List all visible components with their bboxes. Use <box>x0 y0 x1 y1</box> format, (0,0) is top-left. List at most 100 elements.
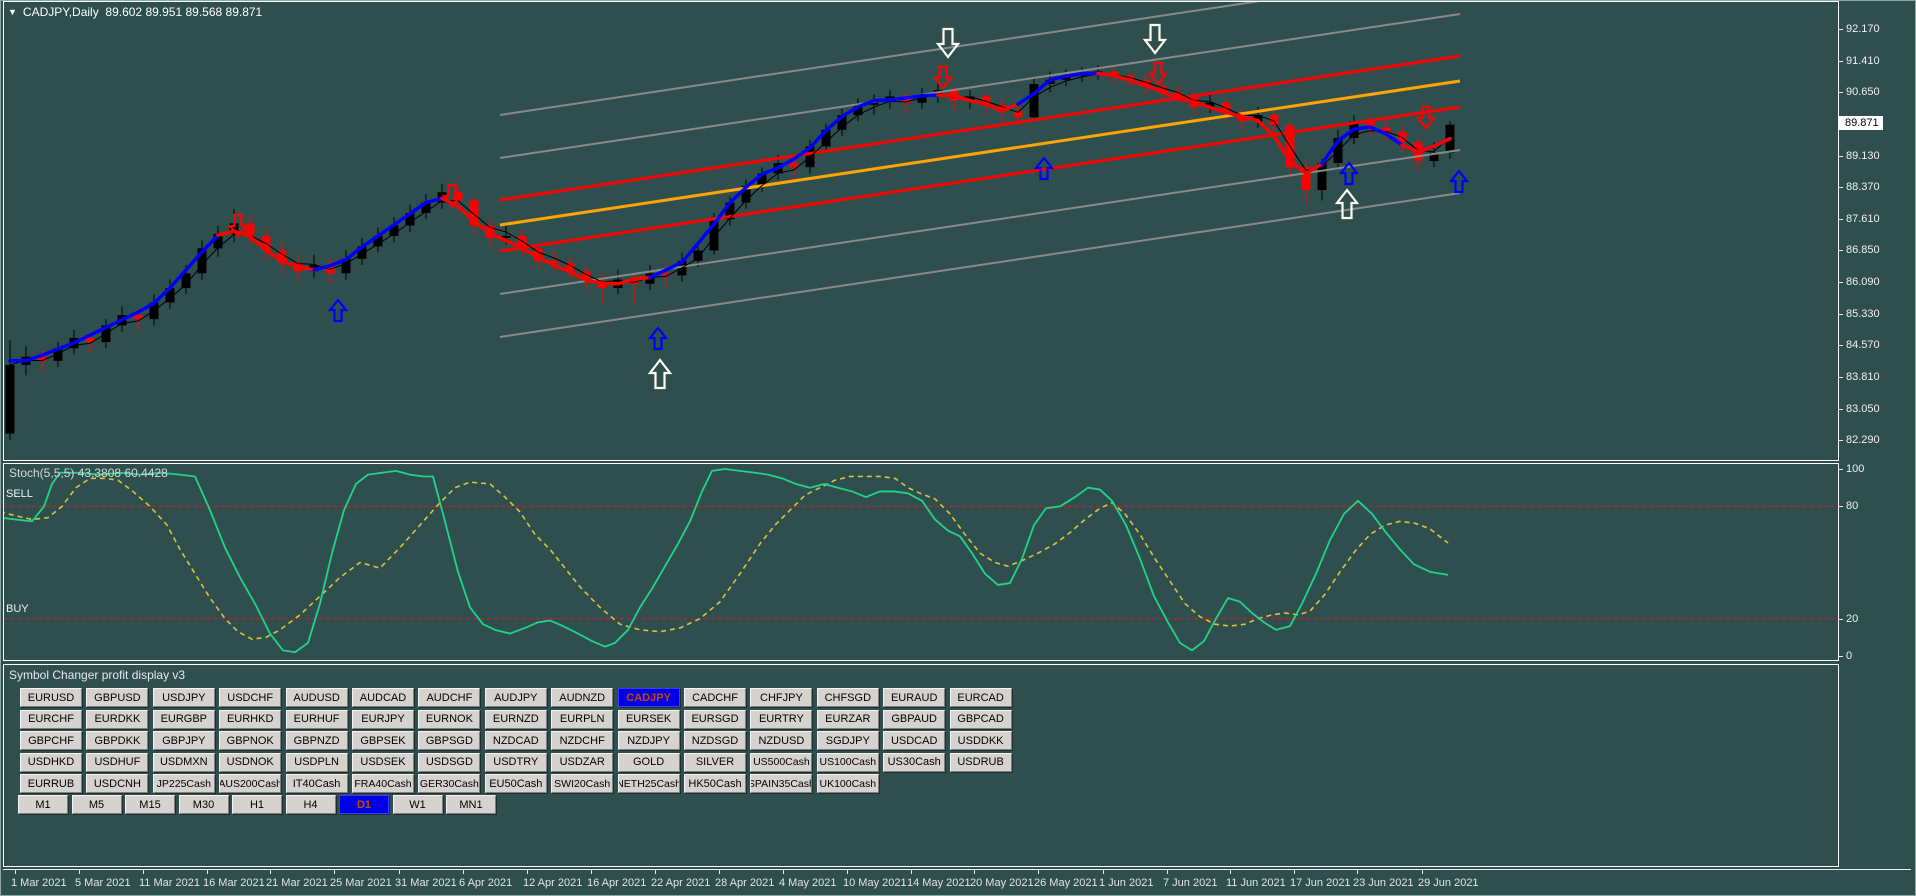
symbol-button-EURJPY[interactable]: EURJPY <box>352 709 414 729</box>
symbol-button-USDTRY[interactable]: USDTRY <box>484 752 547 772</box>
symbol-button-GBPAUD[interactable]: GBPAUD <box>883 709 946 729</box>
symbol-button-IT40Cash[interactable]: IT40Cash <box>285 774 348 793</box>
symbol-button-USDSGD[interactable]: USDSGD <box>418 752 481 772</box>
symbol-button-EURSGD[interactable]: EURSGD <box>684 709 746 729</box>
symbol-button-GBPUSD[interactable]: GBPUSD <box>86 688 149 707</box>
stochastic-canvas[interactable] <box>4 464 1838 660</box>
symbol-button-GBPJPY[interactable]: GBPJPY <box>152 731 215 750</box>
symbol-button-EURNZD[interactable]: EURNZD <box>484 709 547 729</box>
symbol-button-GBPDKK[interactable]: GBPDKK <box>86 731 149 750</box>
symbol-button-AUDCHF[interactable]: AUDCHF <box>418 688 481 707</box>
symbol-button-EURNOK[interactable]: EURNOK <box>418 709 481 729</box>
timeframe-button-W1[interactable]: W1 <box>392 795 443 814</box>
buy-signal-arrow-icon <box>327 298 349 323</box>
symbol-button-EURPLN[interactable]: EURPLN <box>551 709 614 729</box>
symbol-button-AUDUSD[interactable]: AUDUSD <box>285 688 348 707</box>
symbol-button-NZDCHF[interactable]: NZDCHF <box>551 731 614 750</box>
symbol-button-NZDSGD[interactable]: NZDSGD <box>684 731 746 750</box>
symbol-button-CADJPY[interactable]: CADJPY <box>617 688 680 707</box>
symbol-button-SGDJPY[interactable]: SGDJPY <box>816 731 879 750</box>
symbol-button-USDMXN[interactable]: USDMXN <box>152 752 215 772</box>
candle-bear <box>1013 111 1023 118</box>
symbol-button-NZDJPY[interactable]: NZDJPY <box>617 731 680 750</box>
timeframe-button-H4[interactable]: H4 <box>285 795 336 814</box>
symbol-button-SILVER[interactable]: SILVER <box>684 752 746 772</box>
symbol-button-SWI20Cash[interactable]: SWI20Cash <box>551 774 614 793</box>
symbol-button-GBPCAD[interactable]: GBPCAD <box>949 709 1012 729</box>
channel-line-gray-top[interactable] <box>499 13 1461 159</box>
symbol-button-USDCAD[interactable]: USDCAD <box>883 731 946 750</box>
symbol-button-NZDCAD[interactable]: NZDCAD <box>484 731 547 750</box>
symbol-button-EURAUD[interactable]: EURAUD <box>883 688 946 707</box>
symbol-button-EURHUF[interactable]: EURHUF <box>285 709 348 729</box>
symbol-button-USDJPY[interactable]: USDJPY <box>152 688 215 707</box>
timeframe-button-M30[interactable]: M30 <box>178 795 229 814</box>
channel-line-red-lower[interactable] <box>499 105 1461 253</box>
symbol-button-GOLD[interactable]: GOLD <box>617 752 680 772</box>
symbol-button-CADCHF[interactable]: CADCHF <box>684 688 746 707</box>
symbol-button-USDSEK[interactable]: USDSEK <box>352 752 414 772</box>
timeframe-button-M1[interactable]: M1 <box>18 795 68 814</box>
symbol-button-FRA40Cash[interactable]: FRA40Cash <box>352 774 414 793</box>
sell-signal-arrow-icon <box>647 358 673 390</box>
symbol-button-USDZAR[interactable]: USDZAR <box>551 752 614 772</box>
symbol-button-GBPSGD[interactable]: GBPSGD <box>418 731 481 750</box>
symbol-button-USDPLN[interactable]: USDPLN <box>285 752 348 772</box>
symbol-button-GBPNOK[interactable]: GBPNOK <box>219 731 282 750</box>
symbol-button-EURGBP[interactable]: EURGBP <box>152 709 215 729</box>
symbol-button-USDCHF[interactable]: USDCHF <box>219 688 282 707</box>
symbol-button-EURZAR[interactable]: EURZAR <box>816 709 879 729</box>
symbol-button-EURCAD[interactable]: EURCAD <box>949 688 1012 707</box>
symbol-button-US500Cash[interactable]: US500Cash <box>750 752 813 772</box>
symbol-button-EURRUB[interactable]: EURRUB <box>20 774 82 793</box>
symbol-button-GBPCHF[interactable]: GBPCHF <box>20 731 82 750</box>
symbol-button-USDHKD[interactable]: USDHKD <box>20 752 82 772</box>
symbol-button-EURDKK[interactable]: EURDKK <box>86 709 149 729</box>
symbol-button-AUDCAD[interactable]: AUDCAD <box>352 688 414 707</box>
symbol-button-EU50Cash[interactable]: EU50Cash <box>484 774 547 793</box>
symbol-button-EURUSD[interactable]: EURUSD <box>20 688 82 707</box>
timeframe-button-MN1[interactable]: MN1 <box>446 795 496 814</box>
symbol-button-CHFJPY[interactable]: CHFJPY <box>750 688 813 707</box>
symbol-button-NZDUSD[interactable]: NZDUSD <box>750 731 813 750</box>
symbol-button-GBPNZD[interactable]: GBPNZD <box>285 731 348 750</box>
symbol-button-EURHKD[interactable]: EURHKD <box>219 709 282 729</box>
stochastic-panel[interactable] <box>3 463 1839 661</box>
symbol-button-USDHUF[interactable]: USDHUF <box>86 752 149 772</box>
timeframe-button-D1[interactable]: D1 <box>339 795 389 814</box>
symbol-button-US30Cash[interactable]: US30Cash <box>883 752 946 772</box>
main-chart-panel[interactable] <box>3 1 1839 461</box>
timeframe-button-M5[interactable]: M5 <box>71 795 122 814</box>
symbol-button-AUDJPY[interactable]: AUDJPY <box>484 688 547 707</box>
date-axis[interactable]: 1 Mar 2021 5 Mar 2021 11 Mar 2021 16 Mar 20… <box>3 869 1911 896</box>
channel-line-gray-bottom[interactable] <box>499 149 1461 295</box>
symbol-dropdown-icon[interactable]: ▼ <box>8 7 17 17</box>
symbol-button-EURSEK[interactable]: EURSEK <box>617 709 680 729</box>
symbol-button-USDCNH[interactable]: USDCNH <box>86 774 149 793</box>
channel-line-red-upper[interactable] <box>499 54 1461 202</box>
symbol-button-AUDNZD[interactable]: AUDNZD <box>551 688 614 707</box>
symbol-button-SPAIN35Cash[interactable]: SPAIN35Cash <box>750 774 813 793</box>
symbol-button-US100Cash[interactable]: US100Cash <box>816 752 879 772</box>
channel-line-outer-gray-top[interactable] <box>499 2 1460 116</box>
symbol-button-USDRUB[interactable]: USDRUB <box>949 752 1012 772</box>
symbol-button-USDNOK[interactable]: USDNOK <box>219 752 282 772</box>
date-tick <box>1422 870 1423 874</box>
channel-line-outer-gray-bottom[interactable] <box>499 192 1461 338</box>
symbol-button-NETH25Cash[interactable]: NETH25Cash <box>617 774 680 793</box>
symbol-button-AUS200Cash[interactable]: AUS200Cash <box>219 774 282 793</box>
symbol-button-EURTRY[interactable]: EURTRY <box>750 709 813 729</box>
timeframe-button-M15[interactable]: M15 <box>125 795 175 814</box>
symbol-button-HK50Cash[interactable]: HK50Cash <box>684 774 746 793</box>
symbol-button-GER30Cash[interactable]: GER30Cash <box>418 774 481 793</box>
symbol-button-JP225Cash[interactable]: JP225Cash <box>152 774 215 793</box>
symbol-button-UK100Cash[interactable]: UK100Cash <box>816 774 879 793</box>
date-tick <box>270 870 271 874</box>
symbol-button-USDDKK[interactable]: USDDKK <box>949 731 1012 750</box>
price-chart-canvas[interactable] <box>4 2 1838 460</box>
symbol-button-CHFSGD[interactable]: CHFSGD <box>816 688 879 707</box>
symbol-button-EURCHF[interactable]: EURCHF <box>20 709 82 729</box>
symbol-button-GBPSEK[interactable]: GBPSEK <box>352 731 414 750</box>
channel-line-orange-median[interactable] <box>499 79 1461 227</box>
timeframe-button-H1[interactable]: H1 <box>232 795 282 814</box>
